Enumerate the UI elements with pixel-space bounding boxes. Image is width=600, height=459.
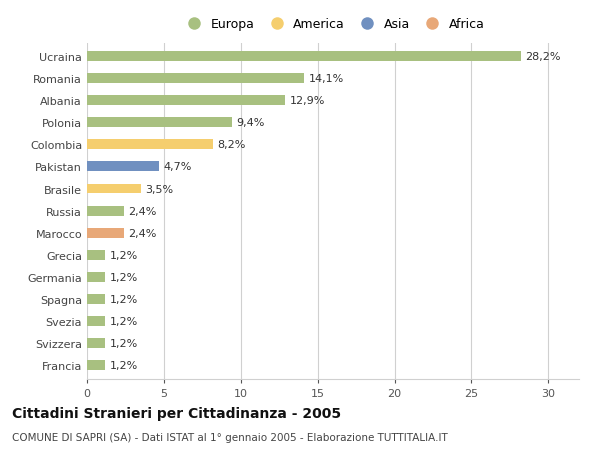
Bar bbox=[87, 74, 304, 84]
Text: Cittadini Stranieri per Cittadinanza - 2005: Cittadini Stranieri per Cittadinanza - 2… bbox=[12, 406, 341, 420]
Bar bbox=[87, 250, 106, 260]
Bar bbox=[87, 316, 106, 326]
Bar bbox=[87, 228, 124, 238]
Text: 14,1%: 14,1% bbox=[308, 74, 344, 84]
Text: 4,7%: 4,7% bbox=[164, 162, 192, 172]
Text: 1,2%: 1,2% bbox=[110, 316, 139, 326]
Bar bbox=[87, 52, 521, 62]
Text: 1,2%: 1,2% bbox=[110, 360, 139, 370]
Text: 3,5%: 3,5% bbox=[145, 184, 173, 194]
Text: COMUNE DI SAPRI (SA) - Dati ISTAT al 1° gennaio 2005 - Elaborazione TUTTITALIA.I: COMUNE DI SAPRI (SA) - Dati ISTAT al 1° … bbox=[12, 432, 448, 442]
Text: 1,2%: 1,2% bbox=[110, 250, 139, 260]
Text: 1,2%: 1,2% bbox=[110, 272, 139, 282]
Text: 12,9%: 12,9% bbox=[290, 96, 325, 106]
Bar bbox=[87, 360, 106, 370]
Text: 28,2%: 28,2% bbox=[525, 52, 560, 62]
Bar bbox=[87, 206, 124, 216]
Bar bbox=[87, 272, 106, 282]
Bar bbox=[87, 338, 106, 348]
Bar bbox=[87, 96, 286, 106]
Text: 2,4%: 2,4% bbox=[128, 206, 157, 216]
Bar bbox=[87, 184, 141, 194]
Text: 1,2%: 1,2% bbox=[110, 294, 139, 304]
Bar bbox=[87, 162, 159, 172]
Bar bbox=[87, 140, 213, 150]
Legend: Europa, America, Asia, Africa: Europa, America, Asia, Africa bbox=[176, 13, 490, 36]
Text: 8,2%: 8,2% bbox=[218, 140, 246, 150]
Text: 9,4%: 9,4% bbox=[236, 118, 265, 128]
Text: 2,4%: 2,4% bbox=[128, 228, 157, 238]
Bar bbox=[87, 118, 232, 128]
Text: 1,2%: 1,2% bbox=[110, 338, 139, 348]
Bar bbox=[87, 294, 106, 304]
